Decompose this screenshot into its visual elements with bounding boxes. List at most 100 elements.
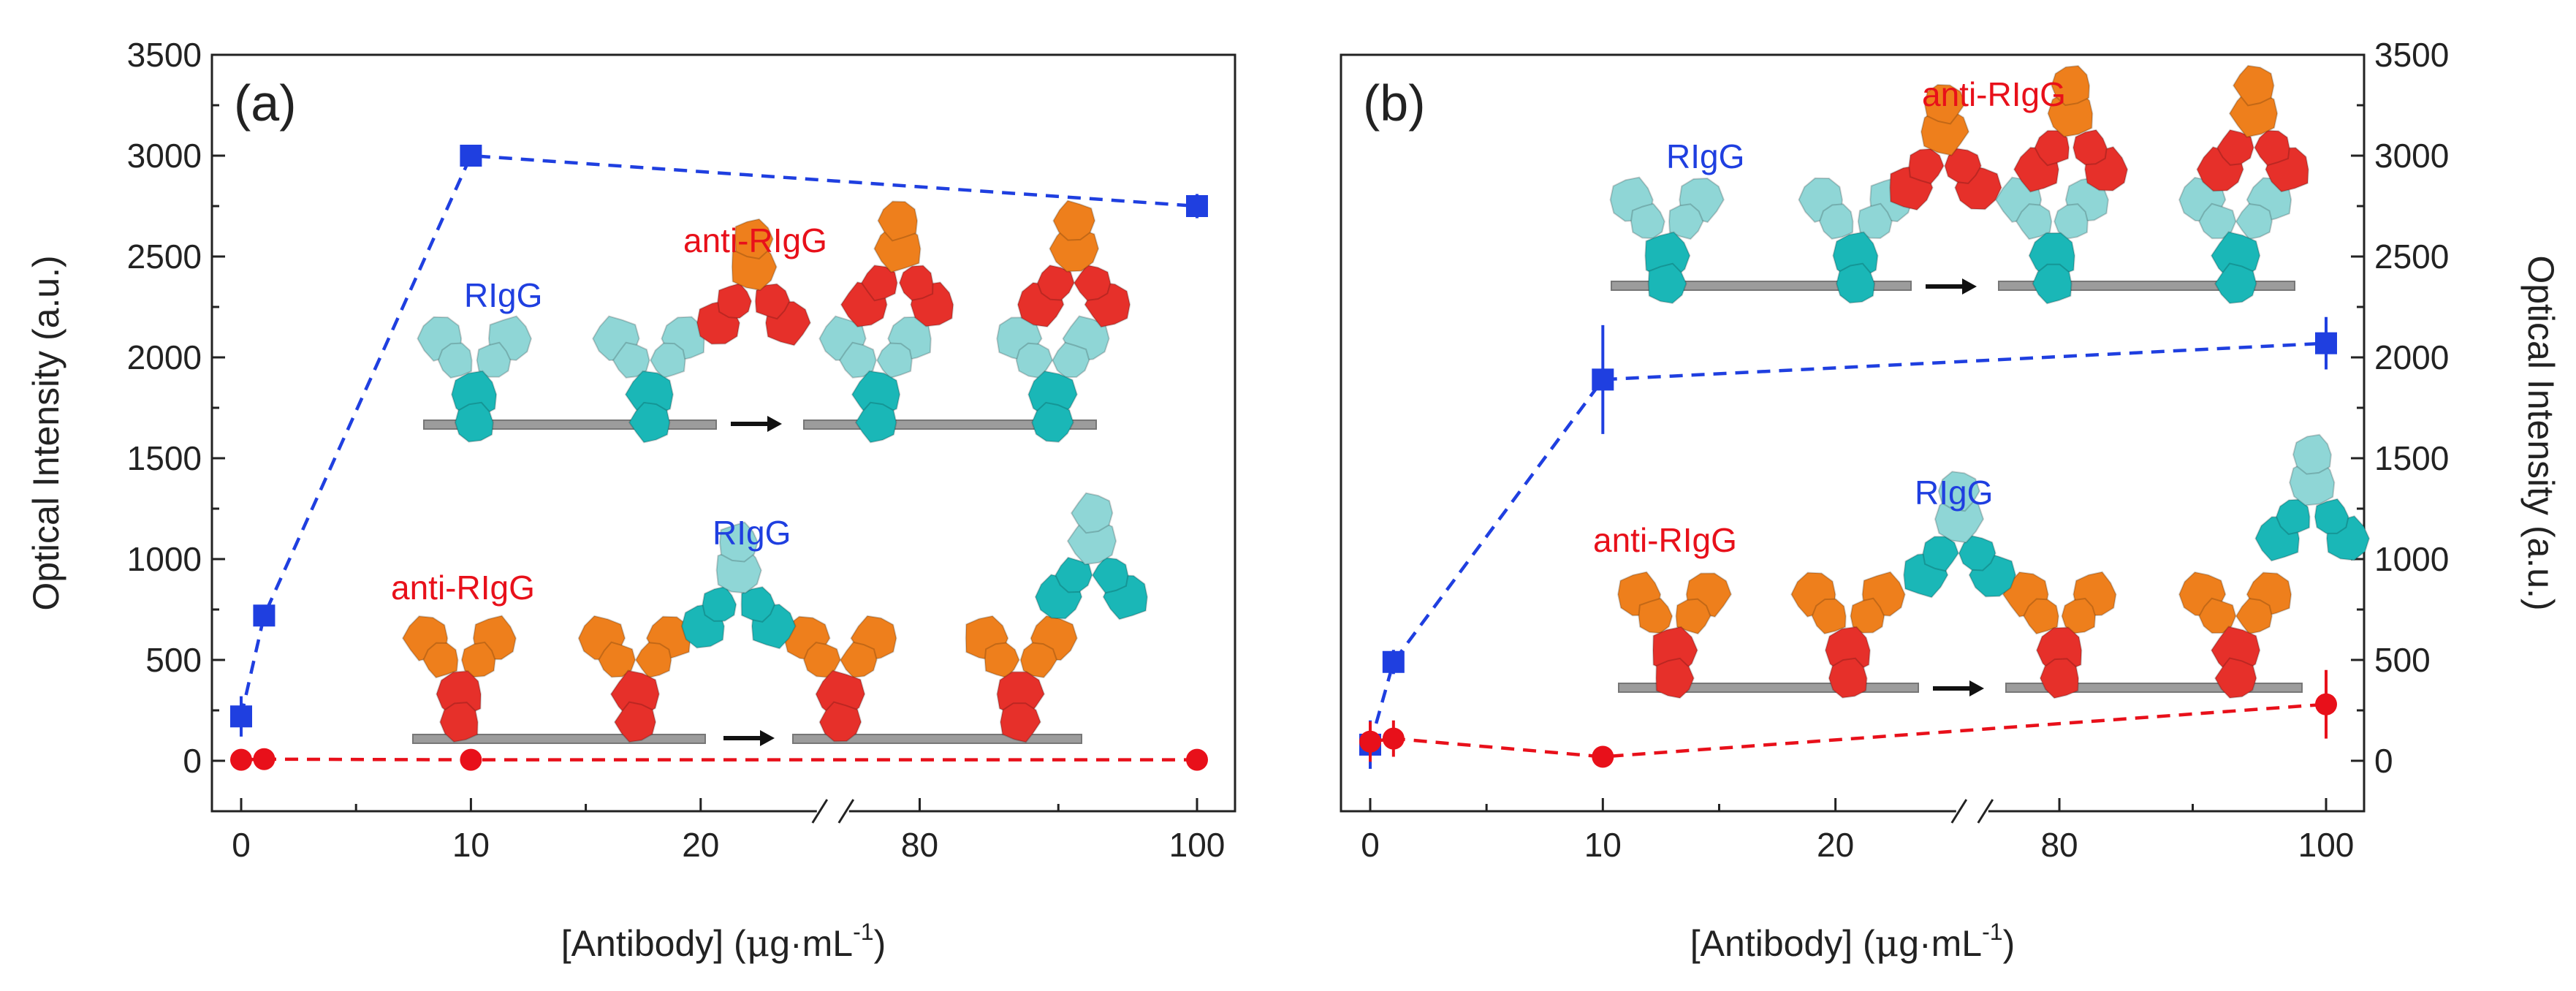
plot-frame [1340,53,2366,813]
anti-rigg-antibody [2002,571,2117,699]
fab-right-inner [898,265,934,301]
fab-right-inner [2072,129,2108,166]
data-point-square [253,604,276,627]
fc-lower [2032,263,2072,305]
inset-label-anti-rigg: anti-RIgG [1593,521,1737,559]
fab-right-inner [2061,597,2097,634]
data-point-circle [253,748,276,770]
fab-left-inner [1922,536,1960,572]
anti-rigg-antibody [2178,571,2292,699]
y-tick-label: 2500 [2374,238,2449,276]
fc-lower [2039,658,2080,699]
data-point-circle [1186,748,1208,771]
arrow-head [1962,278,1977,295]
data-point-square [1186,195,1208,217]
fab-right-inner [839,641,878,678]
rigg-antibody [592,315,705,444]
fab-right-inner [2235,202,2273,240]
fab-right-inner [1944,148,1982,184]
y-tick-label: 2000 [2374,338,2449,376]
y-tick-label: 3500 [2374,36,2449,74]
panel-label: (b) [1363,75,1426,132]
fab-left-inner [1638,597,1673,634]
y-tick-label: 500 [2374,641,2431,679]
inset-illustrations [401,200,1148,746]
x-axis-title: [Antibody] (μg·mL-1) [1690,919,2015,965]
fc-lower [877,200,919,242]
anti-rigg-antibody [401,615,517,743]
anti-rigg-antibody [1889,83,2002,211]
axis-break-mark [837,799,855,824]
fc-lower [2232,64,2275,107]
fab-left-inner [2015,203,2053,240]
inset-label-rigg: RIgG [1666,137,1744,175]
fc-lower [999,702,1041,743]
rigg-antibody [2254,433,2371,562]
x-tick-label: 10 [1584,826,1622,864]
series-line-red [1369,702,2327,759]
fc-lower [454,401,494,443]
fc-lower [1647,262,1687,304]
data-point-square [2315,332,2337,354]
fab-right-inner [634,642,672,679]
anti-rigg-antibody [577,615,691,743]
fab-right-inner [1675,598,1711,635]
y-tick-label: 2000 [127,338,202,376]
rigg-antibody [417,315,532,443]
data-point-square [1592,368,1614,391]
y-tick-label: 0 [2374,742,2393,780]
fab-right-inner [2235,597,2273,635]
anti-rigg-antibody [1017,200,1131,328]
y-axis-title: Optical Intensity (a.u.) [26,255,67,610]
fab-right-inner [1091,557,1129,594]
inset-label-rigg: RIgG [464,276,542,314]
arrow-head [1969,680,1984,696]
fc-lower [613,701,657,743]
fc-lower [1828,657,1868,699]
x-tick-label: 100 [1169,826,1226,864]
fab-right-inner [1850,597,1885,634]
fab-left-inner [1630,202,1665,240]
plot-frame [210,53,1236,813]
y-tick-label: 3500 [127,36,202,74]
data-point-square [460,145,482,167]
y-tick-label: 1500 [2374,439,2449,477]
panel-a: 0 500 1000 1500 2000 2500 3000 3500 0 10 20 80 100 (a… [26,36,1236,965]
data-point-square [1382,650,1405,673]
fc-lower [628,401,671,444]
series-line-red [240,757,1197,762]
rigg-antibody [818,315,932,444]
anti-rigg-antibody [840,200,954,328]
rigg-antibody [1034,492,1148,620]
fab-left-inner [717,282,753,319]
fab-right-inner [2053,203,2089,240]
x-tick-label: 0 [232,826,251,864]
y-tick-label: 3000 [2374,137,2449,175]
anti-rigg-antibody [1617,571,1733,699]
y-tick-label: 1000 [127,540,202,578]
fab-right-inner [740,586,776,623]
rigg-antibody [1798,176,1914,304]
fab-left-inner [422,642,459,679]
fab-right-inner [1019,642,1058,679]
inset-illustrations [1609,64,2371,699]
y-tick-label: 0 [183,742,202,780]
fab-left-inner [2216,129,2254,166]
fab-right-inner [476,341,512,378]
fab-right-inner [650,342,686,379]
axis-break-gap [816,801,849,821]
fc-lower [854,401,897,444]
arrow-head [760,730,775,746]
fab-right-inner [2314,498,2349,534]
fc-lower [1923,83,1967,125]
arrow-head [767,416,782,432]
y-tick-label: 500 [145,641,202,679]
fc-lower [1836,262,1876,304]
fc-lower [734,218,774,260]
data-point-circle [1592,745,1614,768]
anti-rigg-antibody [783,615,897,743]
y-tick-label: 1000 [2374,540,2449,578]
panel-label: (a) [234,75,297,132]
fab-right-inner [754,283,791,320]
